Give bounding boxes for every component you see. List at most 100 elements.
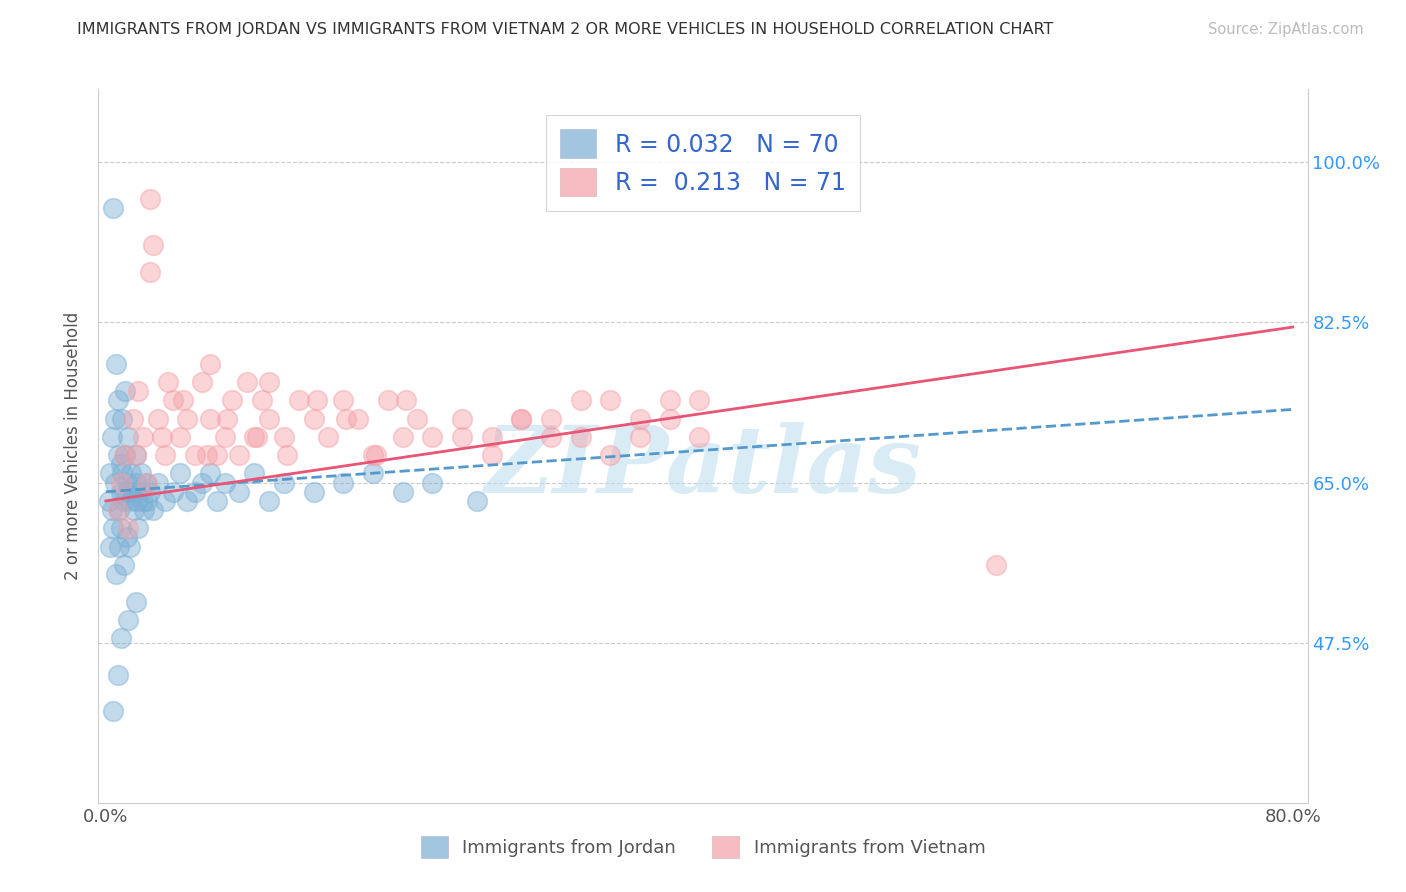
- Point: [111, 411, 134, 425]
- Point: [228, 448, 250, 462]
- Point: [628, 411, 651, 425]
- Point: [540, 430, 562, 444]
- Point: [191, 375, 214, 389]
- Point: [107, 448, 129, 462]
- Point: [111, 467, 134, 481]
- Point: [115, 484, 138, 499]
- Point: [228, 484, 250, 499]
- Text: IMMIGRANTS FROM JORDAN VS IMMIGRANTS FROM VIETNAM 2 OR MORE VEHICLES IN HOUSEHOL: IMMIGRANTS FROM JORDAN VS IMMIGRANTS FRO…: [77, 22, 1053, 37]
- Point: [205, 448, 228, 462]
- Point: [153, 448, 176, 462]
- Point: [103, 521, 125, 535]
- Point: [98, 467, 121, 481]
- Point: [135, 475, 157, 490]
- Point: [134, 503, 156, 517]
- Point: [688, 430, 710, 444]
- Point: [205, 494, 228, 508]
- Point: [628, 430, 651, 444]
- Point: [257, 494, 280, 508]
- Point: [688, 393, 710, 408]
- Point: [481, 448, 503, 462]
- Point: [157, 375, 180, 389]
- Point: [115, 531, 138, 545]
- Point: [599, 393, 621, 408]
- Point: [120, 467, 142, 481]
- Point: [465, 494, 488, 508]
- Point: [127, 384, 149, 398]
- Point: [191, 475, 214, 490]
- Point: [198, 357, 221, 371]
- Point: [391, 430, 413, 444]
- Point: [107, 667, 129, 681]
- Point: [364, 448, 387, 462]
- Point: [276, 448, 298, 462]
- Point: [97, 494, 120, 508]
- Point: [118, 494, 141, 508]
- Point: [117, 613, 139, 627]
- Point: [108, 540, 131, 554]
- Point: [150, 430, 173, 444]
- Point: [117, 430, 139, 444]
- Point: [481, 430, 503, 444]
- Point: [273, 475, 295, 490]
- Point: [100, 503, 122, 517]
- Point: [142, 237, 165, 252]
- Point: [169, 467, 191, 481]
- Point: [236, 375, 259, 389]
- Point: [124, 448, 146, 462]
- Point: [103, 201, 125, 215]
- Point: [136, 475, 159, 490]
- Point: [198, 411, 221, 425]
- Point: [112, 558, 135, 572]
- Legend: Immigrants from Jordan, Immigrants from Vietnam: Immigrants from Jordan, Immigrants from …: [413, 829, 993, 865]
- Point: [250, 393, 273, 408]
- Point: [139, 484, 162, 499]
- Point: [121, 411, 143, 425]
- Point: [361, 448, 384, 462]
- Point: [142, 503, 165, 517]
- Point: [107, 393, 129, 408]
- Point: [984, 558, 1007, 572]
- Point: [98, 540, 121, 554]
- Point: [569, 393, 592, 408]
- Point: [146, 411, 169, 425]
- Point: [184, 484, 207, 499]
- Point: [117, 521, 139, 535]
- Point: [105, 567, 128, 582]
- Point: [318, 430, 340, 444]
- Point: [172, 393, 194, 408]
- Point: [169, 430, 191, 444]
- Point: [302, 484, 325, 499]
- Point: [361, 467, 384, 481]
- Point: [243, 430, 266, 444]
- Point: [136, 494, 159, 508]
- Point: [510, 411, 533, 425]
- Point: [124, 475, 146, 490]
- Point: [391, 484, 413, 499]
- Point: [104, 411, 127, 425]
- Point: [257, 375, 280, 389]
- Point: [176, 494, 198, 508]
- Point: [129, 484, 152, 499]
- Point: [394, 393, 416, 408]
- Point: [451, 430, 474, 444]
- Point: [332, 393, 354, 408]
- Point: [110, 631, 132, 645]
- Point: [347, 411, 370, 425]
- Point: [599, 448, 621, 462]
- Point: [335, 411, 357, 425]
- Point: [214, 430, 236, 444]
- Point: [104, 475, 127, 490]
- Point: [110, 484, 132, 499]
- Point: [117, 475, 139, 490]
- Point: [146, 475, 169, 490]
- Point: [243, 467, 266, 481]
- Point: [139, 192, 162, 206]
- Point: [112, 494, 135, 508]
- Point: [217, 411, 239, 425]
- Point: [162, 484, 184, 499]
- Point: [132, 430, 155, 444]
- Text: Source: ZipAtlas.com: Source: ZipAtlas.com: [1208, 22, 1364, 37]
- Point: [658, 411, 681, 425]
- Point: [257, 411, 280, 425]
